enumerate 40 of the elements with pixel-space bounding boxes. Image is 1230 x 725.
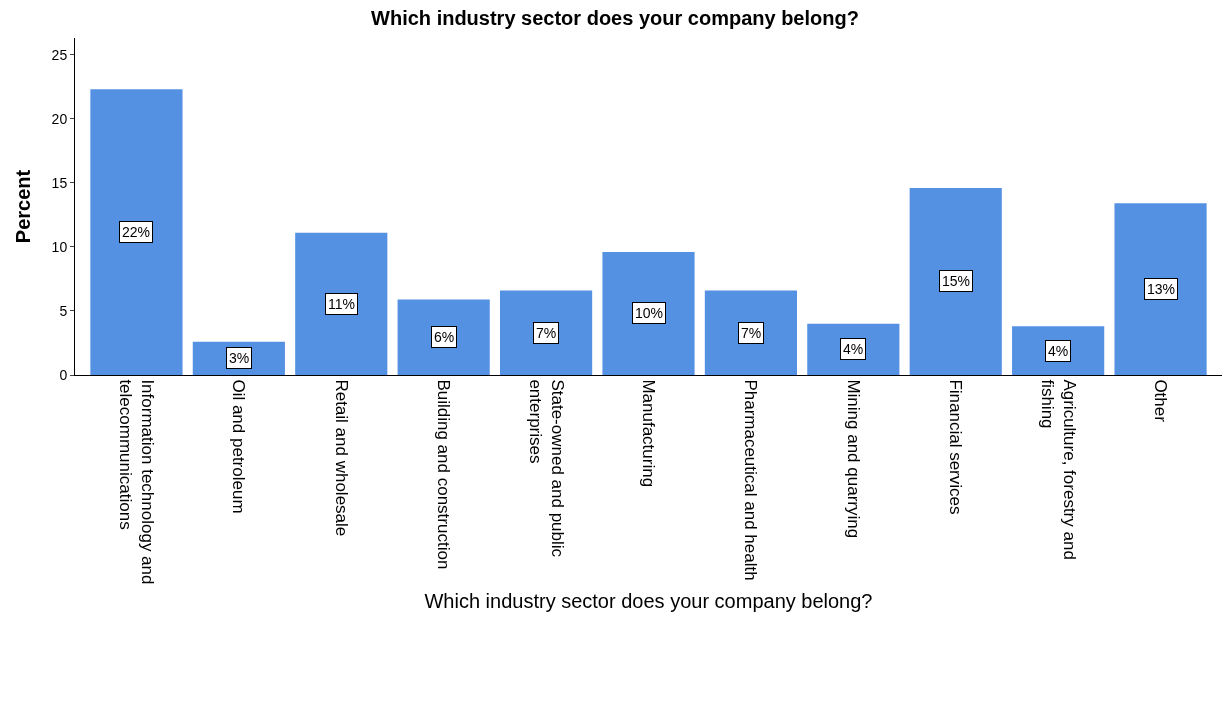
data-label: 4% [1048, 343, 1069, 359]
x-tick-label: Information technology and telecommunications [115, 379, 157, 585]
y-tick-label: 10 [51, 238, 68, 255]
data-label: 3% [229, 350, 250, 366]
data-label: 7% [741, 325, 762, 341]
y-tick-label: 20 [51, 110, 68, 127]
data-label: 6% [434, 329, 455, 345]
x-tick-label: Other [1151, 379, 1171, 423]
y-tick-label: 0 [59, 366, 68, 383]
data-label: 22% [122, 224, 151, 240]
x-tick-label: Oil and petroleum [229, 379, 249, 514]
data-label: 10% [635, 305, 664, 321]
x-tick-label: Manufacturing [638, 379, 658, 488]
chart-title: Which industry sector does your company belong? [371, 6, 859, 29]
x-tick-label: Retail and wholesale [331, 379, 351, 537]
y-tick-label: 5 [59, 302, 68, 319]
x-axis-title: Which industry sector does your company belong? [424, 589, 873, 612]
bar [397, 299, 490, 375]
data-label: 11% [328, 296, 355, 312]
x-tick-label: State-owned and public enterprises [525, 379, 567, 558]
data-label: 4% [843, 341, 864, 357]
bar [90, 89, 183, 375]
bar [602, 251, 695, 375]
y-axis-title: Percent [12, 169, 35, 244]
bar [807, 323, 900, 375]
bar [909, 187, 1002, 375]
data-label: 15% [942, 273, 971, 289]
y-tick-label: 25 [51, 46, 68, 63]
bar [500, 290, 593, 375]
x-tick-label: Agriculture, forestry and fishing [1037, 379, 1079, 560]
data-label: 13% [1147, 281, 1176, 297]
x-tick-label: Pharmaceutical and health [741, 379, 761, 581]
y-tick-label: 15 [51, 174, 68, 191]
x-tick-label: Mining and quarrying [843, 379, 863, 539]
bar [1114, 203, 1207, 375]
x-tick-label: Financial services [946, 379, 966, 515]
bar [295, 232, 388, 375]
data-label: 7% [536, 325, 557, 341]
bar [704, 290, 797, 375]
x-tick-label: Building and construction [434, 379, 454, 570]
